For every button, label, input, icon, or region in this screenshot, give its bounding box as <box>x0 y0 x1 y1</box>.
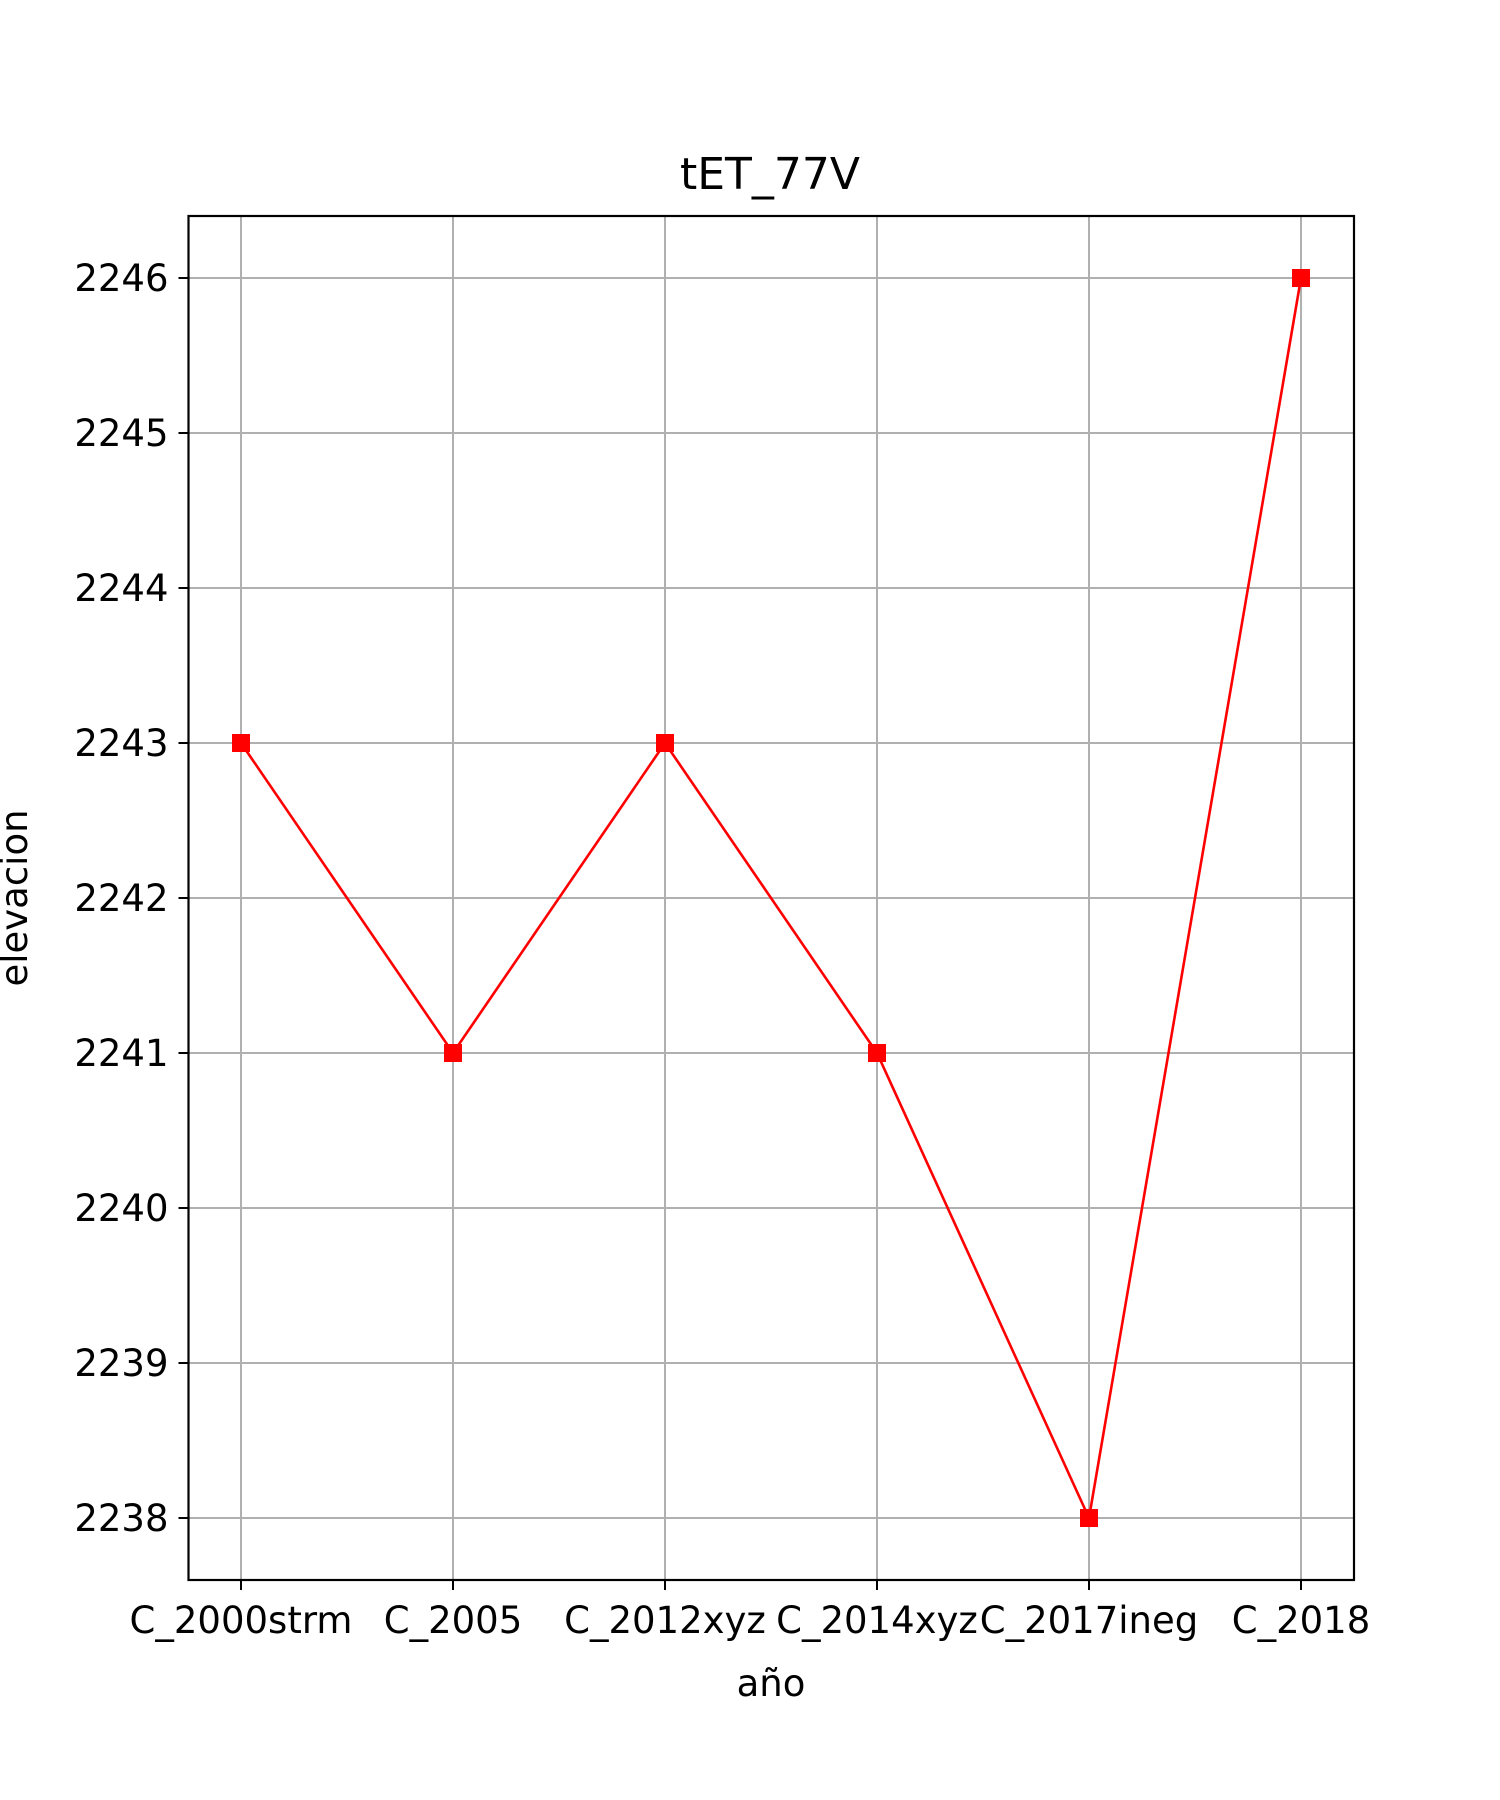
data-point-marker <box>232 734 250 752</box>
data-point-marker <box>444 1044 462 1062</box>
x-tick-label: C_2018 <box>1232 1599 1371 1642</box>
y-tick-label: 2245 <box>74 412 168 455</box>
x-tick-label: C_2014xyz <box>776 1599 978 1642</box>
y-axis-label: elevacion <box>0 809 36 986</box>
data-point-marker <box>1080 1509 1098 1527</box>
y-tick-label: 2243 <box>74 722 168 765</box>
y-tick-label: 2239 <box>74 1342 168 1385</box>
series-line-path <box>239 277 1303 1523</box>
data-point-marker <box>656 734 674 752</box>
y-axis-ticks: 2238 2239 2240 2241 2242 2243 2244 2245 2246 <box>74 257 189 1540</box>
x-axis-label: año <box>737 1662 806 1705</box>
data-point-marker <box>1292 269 1310 287</box>
series-markers <box>232 269 1310 1527</box>
y-tick-label: 2241 <box>74 1032 168 1075</box>
y-tick-label: 2242 <box>74 877 168 920</box>
x-axis-ticks: C_2000strm C_2005 C_2012xyz C_2014xyz C_2017… <box>130 1580 1371 1642</box>
y-tick-label: 2240 <box>74 1187 168 1230</box>
x-tick-label: C_2000strm <box>130 1599 353 1642</box>
series-line <box>239 277 1303 1523</box>
y-tick-label: 2238 <box>74 1497 168 1540</box>
y-tick-label: 2246 <box>74 257 168 300</box>
grid <box>188 216 1354 1580</box>
data-point-marker <box>868 1044 886 1062</box>
y-tick-label: 2244 <box>74 567 168 610</box>
chart-title: tET_77V <box>680 149 860 200</box>
x-tick-label: C_2012xyz <box>564 1599 766 1642</box>
x-tick-label: C_2005 <box>384 1599 523 1642</box>
x-tick-label: C_2017ineg <box>980 1599 1198 1642</box>
